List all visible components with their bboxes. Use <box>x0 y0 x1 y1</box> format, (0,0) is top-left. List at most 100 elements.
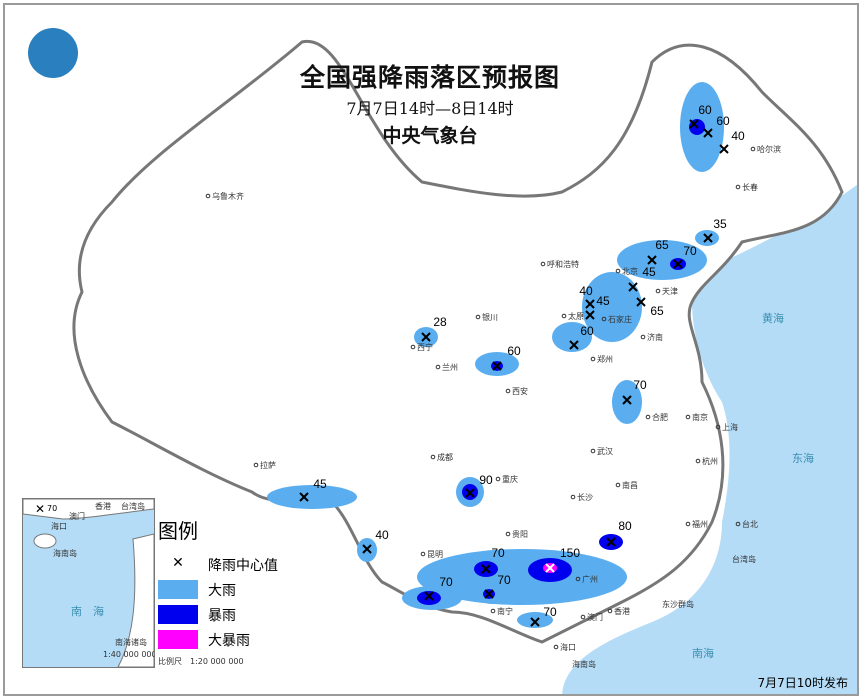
city-dot-icon <box>430 454 436 460</box>
island-label: 东沙群岛 <box>662 599 694 609</box>
rain-center-value: 40 <box>731 129 745 143</box>
city-dot-icon <box>590 448 596 454</box>
city-name: 济南 <box>647 332 663 342</box>
city-label: 杭州 <box>695 456 718 466</box>
city-name: 呼和浩特 <box>547 259 579 269</box>
city-name: 长春 <box>742 182 758 192</box>
rain-center-value: 90 <box>479 473 493 487</box>
legend-swatch <box>158 605 198 624</box>
city-dot-icon <box>495 476 501 482</box>
rain-center-value: 45 <box>642 265 656 279</box>
rain-center: 70 <box>481 546 505 574</box>
city-name: 重庆 <box>502 474 518 484</box>
heavy-rain-area <box>612 380 642 424</box>
city-dot-icon <box>490 608 496 614</box>
rain-center: 70 <box>424 575 453 601</box>
x-mark-icon <box>530 617 540 627</box>
rain-center: 70 <box>622 378 647 405</box>
rain-center: 60 <box>689 103 712 129</box>
city-name: 海口 <box>560 642 576 652</box>
south-china-sea-inset: ✕ 70 香港 台湾岛 澳门 海口 海南岛 南 海 南海诸岛 1:40 000 … <box>22 498 155 668</box>
city-label: 西宁 <box>410 342 433 352</box>
city-label: 济南 <box>640 332 663 342</box>
rain-center: 60 <box>492 344 521 371</box>
rain-center: 70 <box>530 605 557 627</box>
x-mark-icon: ✕ <box>172 555 184 571</box>
city-name: 哈尔滨 <box>757 144 781 154</box>
city-dot-icon <box>645 414 651 420</box>
city-dot-icon <box>655 288 661 294</box>
city-name: 银川 <box>482 312 498 322</box>
city-dot-icon <box>570 494 576 500</box>
rain-center: 40 <box>719 129 745 154</box>
rain-center: 150 <box>545 546 580 573</box>
island-label: 台湾岛 <box>732 554 756 564</box>
city-name: 澳门 <box>587 612 603 622</box>
rain-center-value: 70 <box>633 378 647 392</box>
heavy-rain-area <box>617 240 707 280</box>
city-name: 武汉 <box>597 446 613 456</box>
x-mark-icon <box>703 233 713 243</box>
x-mark-icon <box>569 340 579 350</box>
city-label: 太原 <box>561 311 584 321</box>
x-mark-icon <box>647 255 657 265</box>
x-mark-icon <box>689 119 699 129</box>
rain-center: 65 <box>647 238 669 265</box>
rain-center: 40 <box>579 284 595 309</box>
city-dot-icon <box>475 314 481 320</box>
x-mark-icon <box>585 299 595 309</box>
city-label: 福州 <box>685 520 708 529</box>
city-label: 贵阳 <box>505 529 528 539</box>
city-name: 太原 <box>568 311 584 321</box>
issue-time: 7月7日10时发布 <box>757 676 848 690</box>
city-label: 昆明 <box>420 550 443 559</box>
island-label: 台湾岛 <box>121 501 145 511</box>
city-dot-icon <box>615 482 621 488</box>
island-label: 海南岛 <box>53 548 77 558</box>
city-dot-icon <box>615 268 621 274</box>
rainstorm-area <box>417 591 441 605</box>
city-label: 上海 <box>715 422 738 432</box>
x-mark-icon <box>628 282 638 292</box>
rain-center-value: 40 <box>579 284 593 298</box>
legend: 图例 ✕ 降雨中心值 大雨 暴雨 大暴雨 比例尺 1:20 000 000 <box>158 515 308 667</box>
rain-center-value: 60 <box>507 344 521 358</box>
city-dot-icon <box>561 313 567 319</box>
x-mark-icon <box>424 591 434 601</box>
city-label: 南京 <box>685 412 708 422</box>
island-label: 海南岛 <box>572 659 596 669</box>
rain-center: 70 <box>484 573 511 599</box>
city-name: 郑州 <box>597 354 613 364</box>
legend-label: 大暴雨 <box>208 632 250 649</box>
city-dot-icon <box>590 356 596 362</box>
rain-center: 45 <box>628 265 656 292</box>
city-label: 澳门 <box>69 511 85 521</box>
legend-label: 暴雨 <box>208 607 236 624</box>
heavy-rain-area <box>582 272 642 342</box>
rain-center: 45 <box>585 294 610 320</box>
rain-center: 65 <box>636 297 664 318</box>
city-name: 上海 <box>722 422 738 432</box>
rain-center: 90 <box>465 473 493 498</box>
legend-item-heavy-rainstorm: 大暴雨 <box>158 627 308 652</box>
legend-item-heavy: 大雨 <box>158 577 308 602</box>
city-dot-icon <box>735 184 741 190</box>
city-dot-icon <box>420 551 426 557</box>
x-mark-icon <box>545 563 555 573</box>
legend-item-center: ✕ 降雨中心值 <box>158 552 308 577</box>
city-dot-icon <box>540 261 546 267</box>
city-label: 海口 <box>51 521 67 531</box>
heavy-rain-area <box>417 549 627 605</box>
sea-label: 南海 <box>692 646 714 660</box>
agency-name: 中央气象台 <box>382 125 478 147</box>
agency-logo <box>28 28 78 78</box>
city-dot-icon <box>253 462 259 468</box>
city-label: 成都 <box>430 452 453 462</box>
rain-center-value: 80 <box>618 519 632 533</box>
legend-label: 降雨中心值 <box>208 557 278 574</box>
legend-title: 图例 <box>158 519 198 543</box>
city-name: 福州 <box>692 520 708 529</box>
rain-center: 40 <box>362 528 389 554</box>
city-name: 杭州 <box>702 456 718 466</box>
x-mark-icon <box>606 537 616 547</box>
